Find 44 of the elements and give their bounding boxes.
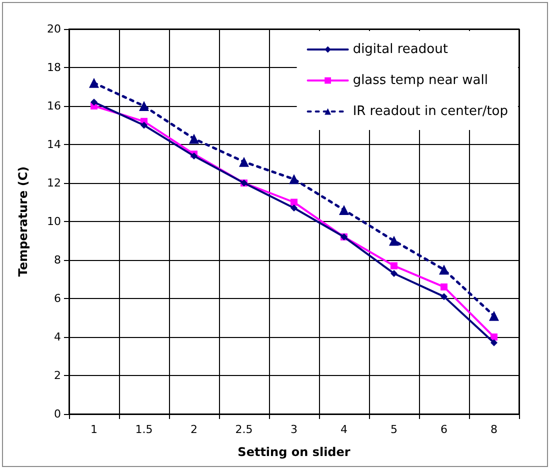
y-tick-label: 8 bbox=[54, 254, 61, 266]
point bbox=[440, 283, 448, 290]
point bbox=[89, 78, 99, 88]
point bbox=[490, 334, 498, 340]
point bbox=[289, 174, 299, 184]
point bbox=[439, 264, 449, 275]
point bbox=[339, 204, 349, 215]
legend-label: IR readout in center/top bbox=[352, 104, 508, 119]
point bbox=[290, 204, 298, 212]
point bbox=[290, 198, 298, 206]
y-tick-label: 12 bbox=[47, 176, 61, 190]
y-tick-label: 10 bbox=[47, 215, 61, 228]
y-tick-label: 4 bbox=[54, 330, 61, 344]
x-tick-label: 6 bbox=[440, 423, 448, 436]
x-tick-label: 2.5 bbox=[235, 423, 253, 436]
y-axis-title: Temperature (C) bbox=[16, 166, 30, 277]
x-tick-label: 1.5 bbox=[135, 423, 153, 436]
y-tick-label: 0 bbox=[54, 408, 61, 420]
y-tick-label: 2 bbox=[54, 369, 61, 382]
x-tick-label: 5 bbox=[390, 423, 398, 436]
x-axis-title: Setting on slider bbox=[238, 445, 350, 459]
legend-label: digital readout bbox=[352, 42, 448, 57]
point bbox=[140, 122, 148, 129]
x-tick-label: 3 bbox=[290, 423, 298, 436]
x-tick-label: 1 bbox=[90, 423, 98, 436]
x-tick-label: 4 bbox=[340, 423, 348, 436]
point bbox=[440, 293, 448, 300]
y-tick-label: 18 bbox=[47, 61, 61, 74]
y-tick-label: 6 bbox=[54, 292, 61, 305]
x-tick-label: 2 bbox=[190, 423, 198, 436]
point bbox=[490, 339, 498, 346]
point bbox=[389, 236, 399, 246]
point bbox=[390, 262, 398, 270]
point bbox=[239, 156, 249, 167]
y-tick-label: 16 bbox=[47, 100, 61, 112]
point bbox=[90, 98, 98, 106]
point bbox=[489, 310, 499, 321]
point bbox=[139, 101, 149, 111]
x-tick-label: 8 bbox=[490, 423, 498, 436]
y-tick-label: 14 bbox=[47, 138, 61, 151]
point bbox=[189, 134, 199, 144]
point bbox=[390, 270, 398, 277]
legend-label: glass temp near wall bbox=[352, 73, 488, 88]
y-tick-label: 20 bbox=[47, 22, 61, 36]
